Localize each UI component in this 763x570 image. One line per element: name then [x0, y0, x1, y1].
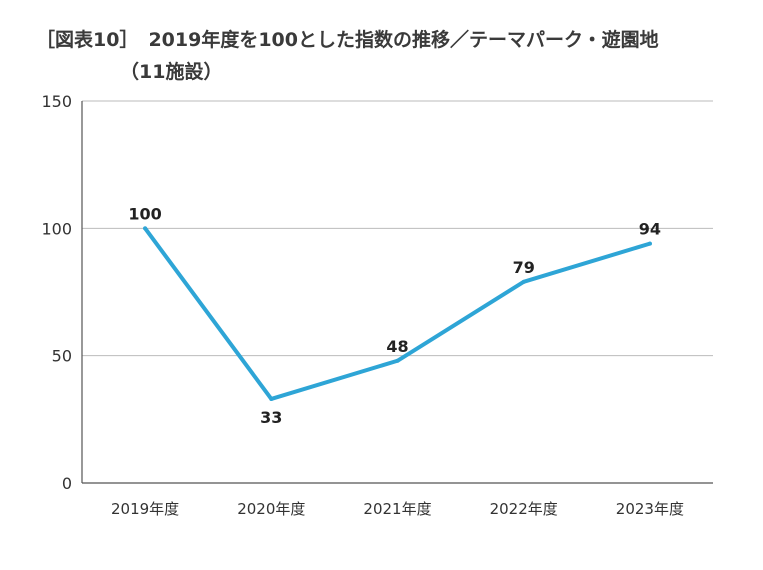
data-point	[269, 396, 274, 401]
y-tick-label: 100	[41, 219, 72, 238]
chart-title-line2: （11施設）	[120, 61, 223, 83]
data-point	[395, 358, 400, 363]
x-tick-label: 2022年度	[490, 500, 558, 518]
chart-title: ［図表10］ 2019年度を100とした指数の推移／テーマパーク・遊園地 （11施…	[36, 24, 659, 88]
chart-title-prefix: ［図表10］	[36, 29, 139, 51]
x-tick-label: 2023年度	[616, 500, 684, 518]
x-tick-label: 2019年度	[111, 500, 179, 518]
data-label: 94	[639, 220, 661, 239]
data-label: 100	[128, 204, 161, 223]
data-point	[143, 226, 148, 231]
data-label: 79	[513, 258, 535, 277]
data-label: 33	[260, 408, 282, 427]
chart-title-line1: 2019年度を100とした指数の推移／テーマパーク・遊園地	[148, 29, 659, 51]
data-label: 48	[386, 337, 408, 356]
x-tick-label: 2020年度	[237, 500, 305, 518]
y-tick-label: 50	[52, 347, 72, 366]
series-line	[143, 226, 652, 401]
y-tick-label: 0	[62, 474, 72, 493]
data-point	[647, 241, 652, 246]
data-point	[521, 279, 526, 284]
x-tick-label: 2021年度	[363, 500, 431, 518]
y-tick-label: 150	[41, 92, 72, 111]
